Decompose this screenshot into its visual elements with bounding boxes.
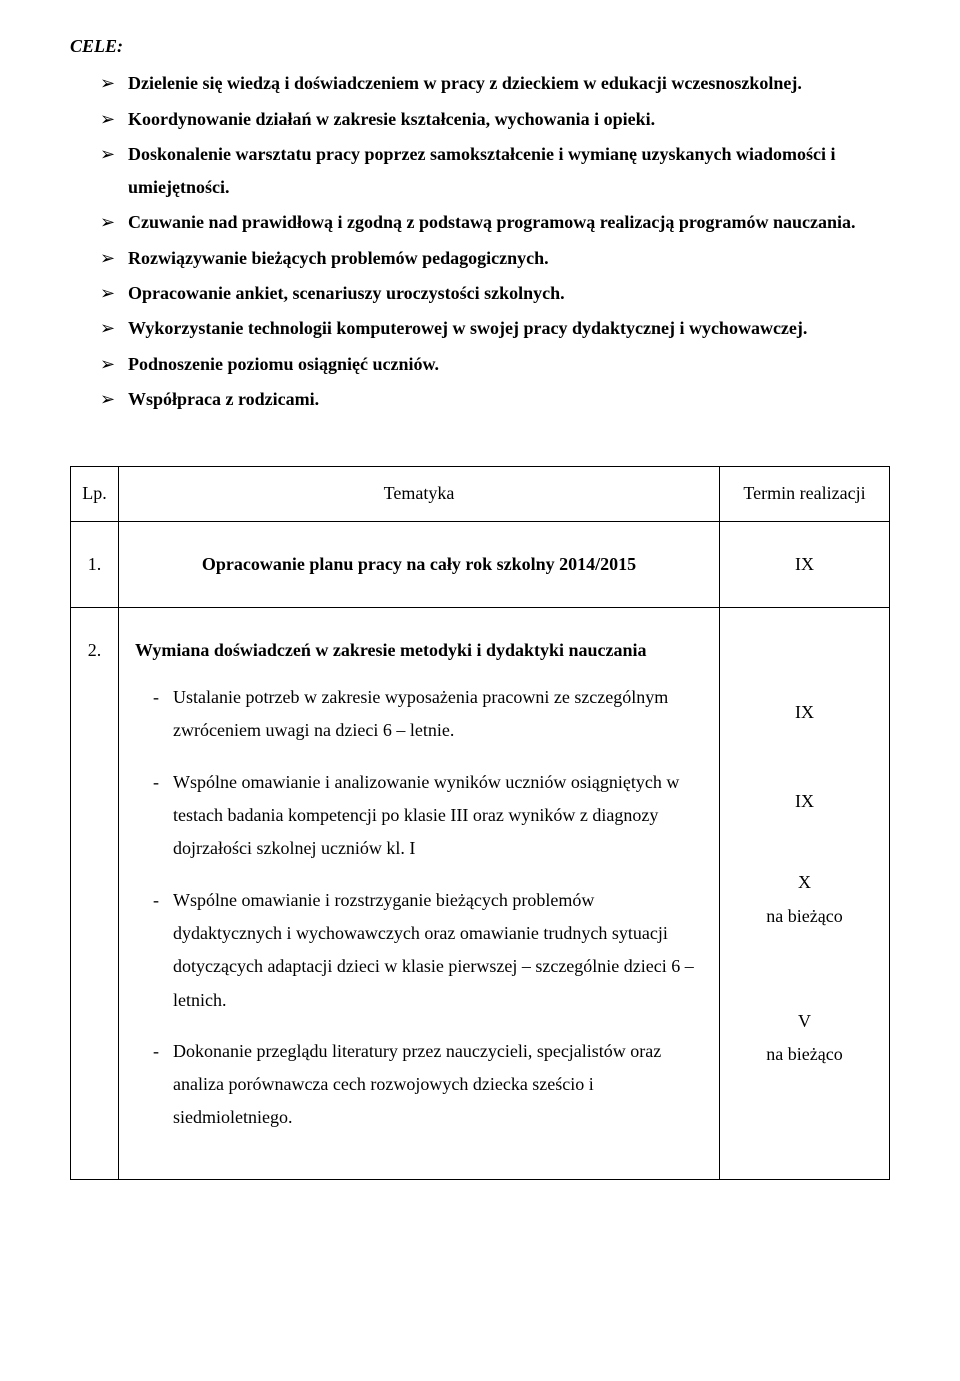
cele-heading: CELE:: [70, 30, 890, 63]
bullet-item: Dzielenie się wiedzą i doświadczeniem w …: [100, 67, 890, 100]
bullet-item: Podnoszenie poziomu osiągnięć uczniów.: [100, 348, 890, 381]
table-header-row: Lp. Tematyka Termin realizacji: [71, 467, 890, 521]
term-line: IX: [728, 696, 881, 729]
bullet-item: Koordynowanie działań w zakresie kształc…: [100, 103, 890, 136]
plan-table: Lp. Tematyka Termin realizacji 1. Opraco…: [70, 466, 890, 1179]
term-line: na bieżąco: [728, 900, 881, 933]
term-line: V: [728, 1005, 881, 1038]
dash-list: Ustalanie potrzeb w zakresie wyposażenia…: [153, 681, 703, 1135]
term-line: na bieżąco: [728, 1038, 881, 1071]
row-content: Opracowanie planu pracy na cały rok szko…: [119, 521, 720, 607]
row-content: Wymiana doświadczeń w zakresie metodyki …: [119, 607, 720, 1179]
row-number: 1.: [71, 521, 119, 607]
term-stack: IX IX X na bieżąco V na bieżąco: [728, 634, 881, 1072]
row2-title: Wymiana doświadczeń w zakresie metodyki …: [135, 634, 703, 667]
term-line: IX: [728, 785, 881, 818]
row-number: 2.: [71, 607, 119, 1179]
bullet-item: Rozwiązywanie bieżących problemów pedago…: [100, 242, 890, 275]
term-block: IX: [728, 696, 881, 729]
header-term: Termin realizacji: [720, 467, 890, 521]
header-lp: Lp.: [71, 467, 119, 521]
table-row: 2. Wymiana doświadczeń w zakresie metody…: [71, 607, 890, 1179]
table-row: 1. Opracowanie planu pracy na cały rok s…: [71, 521, 890, 607]
bullet-item: Wykorzystanie technologii komputerowej w…: [100, 312, 890, 345]
bullet-item: Opracowanie ankiet, scenariuszy uroczyst…: [100, 277, 890, 310]
row-term: IX: [720, 521, 890, 607]
dash-item: Ustalanie potrzeb w zakresie wyposażenia…: [153, 681, 703, 748]
bullet-item: Doskonalenie warsztatu pracy poprzez sam…: [100, 138, 890, 205]
dash-item: Dokonanie przeglądu literatury przez nau…: [153, 1035, 703, 1135]
term-block: IX: [728, 785, 881, 818]
term-line: X: [728, 866, 881, 899]
bullet-item: Czuwanie nad prawidłową i zgodną z podst…: [100, 206, 890, 239]
dash-item: Wspólne omawianie i analizowanie wyników…: [153, 766, 703, 866]
bullet-item: Współpraca z rodzicami.: [100, 383, 890, 416]
row-term: IX IX X na bieżąco V na bieżąco: [720, 607, 890, 1179]
cele-bullet-list: Dzielenie się wiedzą i doświadczeniem w …: [100, 67, 890, 416]
dash-item: Wspólne omawianie i rozstrzyganie bieżąc…: [153, 884, 703, 1017]
term-block: X na bieżąco: [728, 866, 881, 933]
term-block: V na bieżąco: [728, 1005, 881, 1072]
header-topic: Tematyka: [119, 467, 720, 521]
